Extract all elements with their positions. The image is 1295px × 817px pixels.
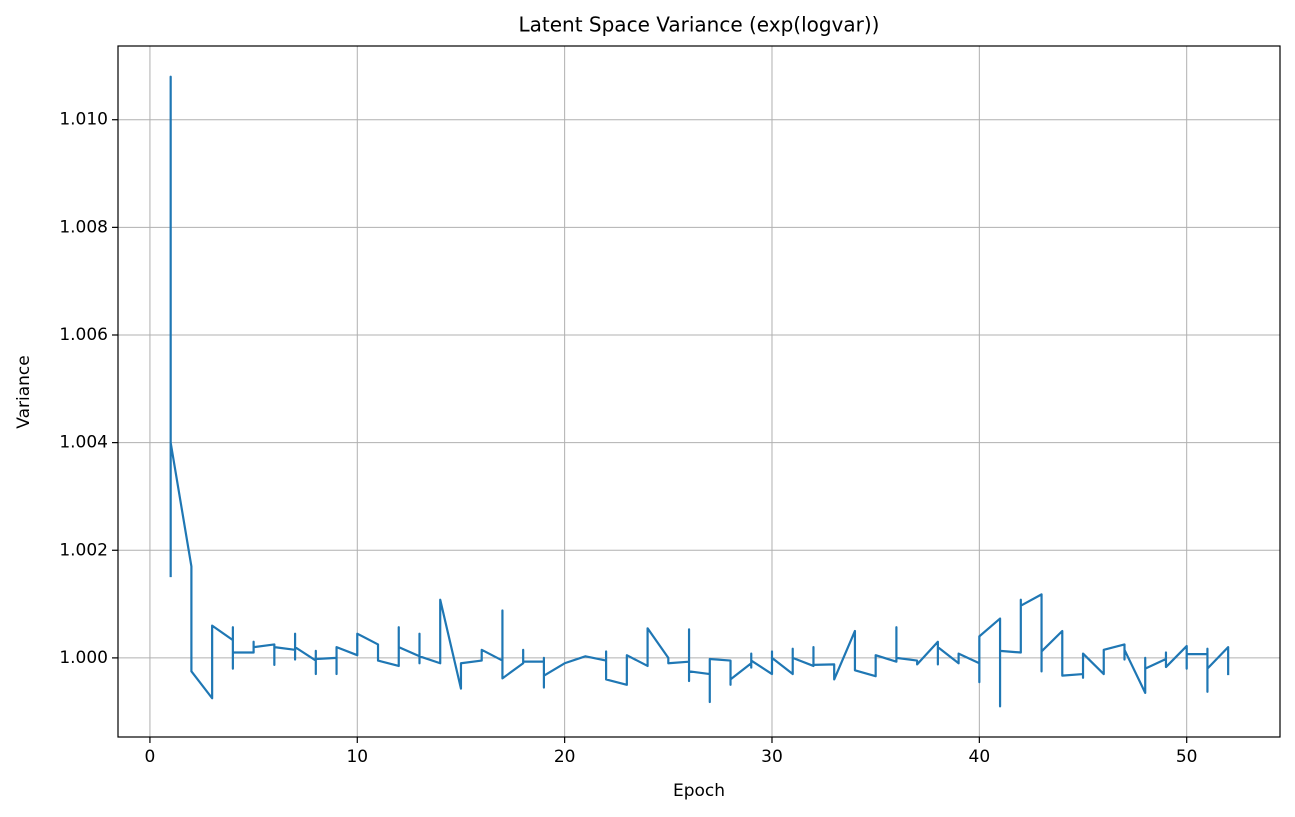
- x-axis-label: Epoch: [673, 781, 725, 801]
- x-tick-label: 30: [761, 747, 783, 767]
- y-tick-label: 1.006: [59, 325, 108, 345]
- y-tick-label: 1.002: [59, 540, 108, 560]
- plot-area: [169, 75, 1230, 708]
- x-tick-label: 50: [1176, 747, 1198, 767]
- x-tick-label: 40: [969, 747, 991, 767]
- y-tick-label: 1.008: [59, 217, 108, 237]
- x-tick-label: 0: [145, 747, 156, 767]
- x-tick-label: 20: [554, 747, 576, 767]
- y-axis-label: Variance: [14, 355, 34, 428]
- y-tick-label: 1.010: [59, 110, 108, 130]
- y-tick-label: 1.004: [59, 433, 108, 453]
- grid: [118, 46, 1280, 737]
- axes-frame: [117, 45, 1281, 738]
- x-tick-label: 10: [346, 747, 368, 767]
- data-line: [169, 75, 1230, 708]
- y-tick-label: 1.000: [59, 648, 108, 668]
- chart-title: Latent Space Variance (exp(logvar)): [519, 13, 880, 37]
